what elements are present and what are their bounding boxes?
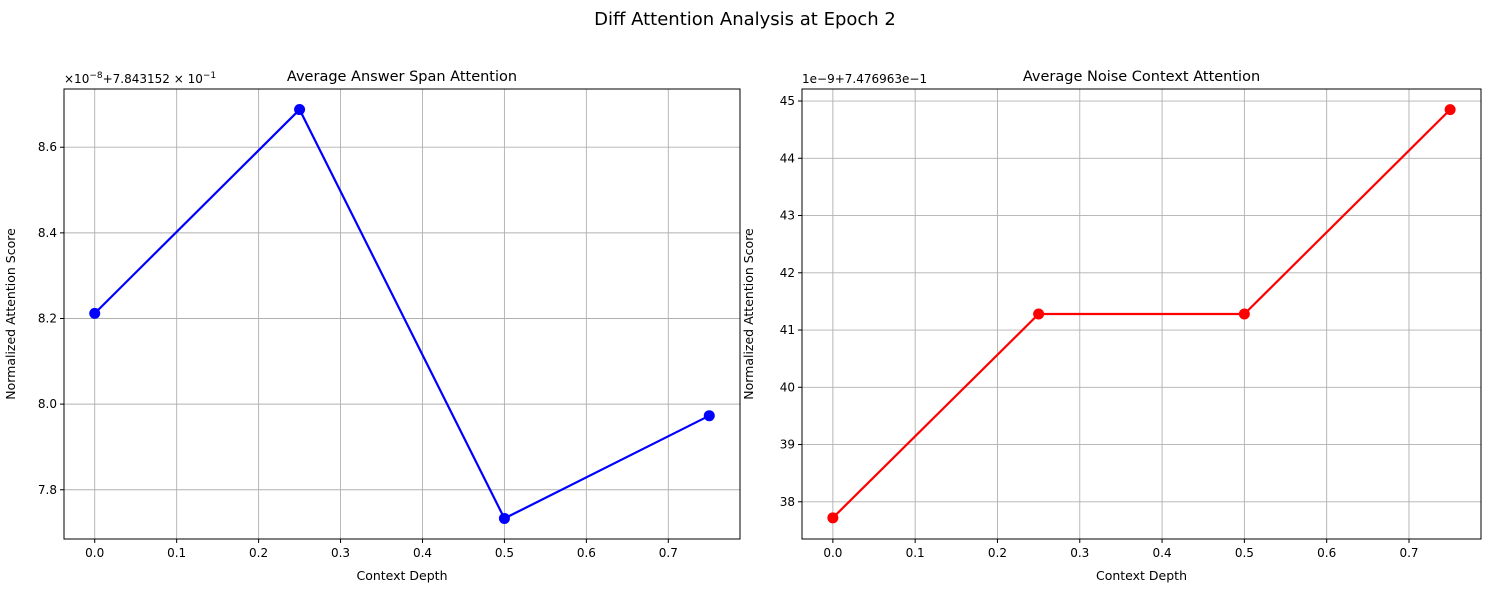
x-tick-label: 0.7 xyxy=(1399,546,1418,560)
y-tick-label: 44 xyxy=(780,151,795,165)
x-tick-label: 0.2 xyxy=(988,546,1007,560)
x-tick-label: 0.7 xyxy=(659,546,678,560)
series-line xyxy=(93,108,710,520)
y-tick-label: 40 xyxy=(780,380,795,394)
y-tick-label: 8.4 xyxy=(38,226,57,240)
data-point xyxy=(1033,308,1045,320)
axes-frame xyxy=(801,88,1482,540)
x-axis-label: Context Depth xyxy=(356,568,447,583)
x-tick-label: 0.0 xyxy=(823,546,842,560)
chart-noise-context: 0.0 0.1 0.2 0.3 0.4 0.5 0.6 0.7 38 39 40 41 42 43 44 45… xyxy=(741,69,1482,583)
x-tick-label: 0.4 xyxy=(413,546,432,560)
data-point xyxy=(294,104,306,116)
axis-offset-label: ×10−8+7.843152 × 10−1 xyxy=(64,71,216,86)
series-line xyxy=(832,108,1451,519)
x-axis-label: Context Depth xyxy=(1096,568,1187,583)
chart-answer-span: 0.0 0.1 0.2 0.3 0.4 0.5 0.6 0.7 7.8 8.0 8.2 8.4 8.6 A… xyxy=(3,69,741,583)
x-tick-label: 0.3 xyxy=(1070,546,1089,560)
data-point xyxy=(1238,308,1250,320)
data-point xyxy=(498,512,510,524)
x-tick-label: 0.1 xyxy=(167,546,186,560)
y-tick-label: 8.6 xyxy=(38,140,57,154)
x-tick-label: 0.1 xyxy=(906,546,925,560)
y-axis-label: Normalized Attention Score xyxy=(741,228,756,400)
y-tick-label: 8.2 xyxy=(38,311,57,325)
x-tick-label: 0.6 xyxy=(577,546,596,560)
figure-suptitle: Diff Attention Analysis at Epoch 2 xyxy=(594,9,896,30)
y-tick-label: 43 xyxy=(780,209,795,223)
data-point xyxy=(703,410,715,422)
x-tick-label: 0.5 xyxy=(1235,546,1254,560)
chart-title: Average Noise Context Attention xyxy=(1023,69,1260,85)
y-tick-label: 41 xyxy=(780,323,795,337)
axes-frame xyxy=(63,88,741,540)
x-tick-label: 0.0 xyxy=(85,546,104,560)
chart-title: Average Answer Span Attention xyxy=(287,69,517,85)
y-tick-label: 7.8 xyxy=(38,483,57,497)
grid xyxy=(802,89,1481,539)
y-tick-label: 45 xyxy=(780,94,795,108)
data-point xyxy=(827,512,839,524)
x-tick-label: 0.6 xyxy=(1317,546,1336,560)
y-tick-label: 39 xyxy=(780,438,795,452)
data-point xyxy=(1444,104,1456,116)
y-tick-label: 38 xyxy=(780,495,795,509)
x-tick-label: 0.4 xyxy=(1153,546,1172,560)
y-tick-label: 8.0 xyxy=(38,397,57,411)
axis-offset-label: 1e−9+7.476963e−1 xyxy=(802,72,927,86)
y-axis-label: Normalized Attention Score xyxy=(3,228,18,400)
y-tick-label: 42 xyxy=(780,266,795,280)
data-point xyxy=(89,307,101,319)
x-tick-label: 0.2 xyxy=(249,546,268,560)
x-tick-label: 0.3 xyxy=(331,546,350,560)
x-tick-label: 0.5 xyxy=(495,546,514,560)
